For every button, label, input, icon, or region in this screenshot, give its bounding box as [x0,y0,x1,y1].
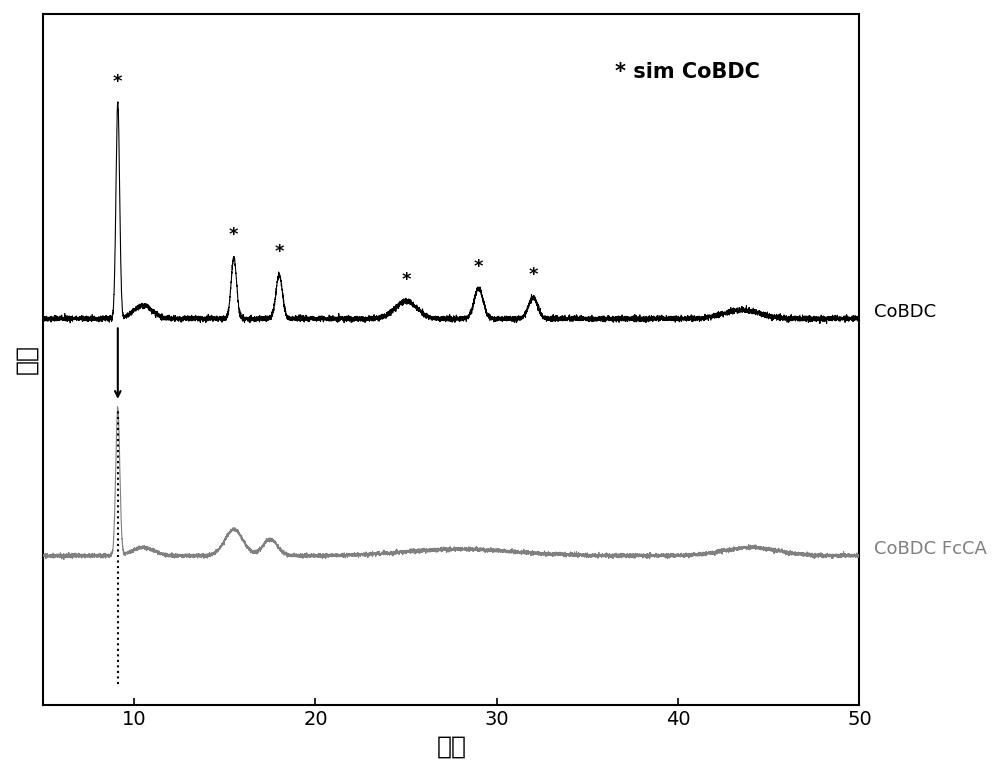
Text: CoBDC FcCA: CoBDC FcCA [874,540,987,558]
X-axis label: 度数: 度数 [436,734,466,758]
Text: * sim CoBDC: * sim CoBDC [615,63,760,83]
Y-axis label: 强度: 强度 [14,344,38,374]
Text: *: * [113,73,123,90]
Text: *: * [229,226,239,245]
Text: CoBDC: CoBDC [874,303,936,321]
Text: *: * [401,271,411,290]
Text: *: * [528,266,538,284]
Text: *: * [274,242,284,261]
Text: *: * [474,258,483,276]
